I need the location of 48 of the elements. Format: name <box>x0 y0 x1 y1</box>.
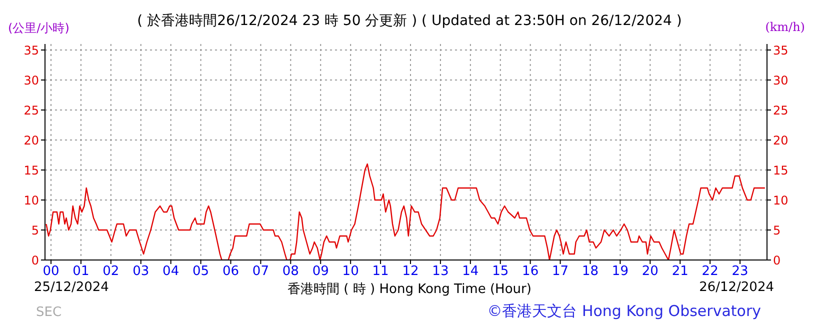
x-axis-title: 香港時間 ( 時 ) Hong Kong Time (Hour) <box>288 282 532 297</box>
text: ©香港天文台 Hong Kong Observatory <box>487 302 761 321</box>
x-tick-label: 21 <box>672 264 688 280</box>
x-tick-label: 13 <box>432 264 449 280</box>
chart-title: ( 於香港時間26/12/2024 23 時 50 分更新 ) ( Updated at 23:50H on 26/12/2024 ) <box>137 13 682 29</box>
x-tick-label: 11 <box>372 264 389 280</box>
x-tick-label: 00 <box>42 264 60 280</box>
x-tick-label: 06 <box>222 264 240 280</box>
y2-tick-label: 0 <box>773 253 781 268</box>
x-tick-label: 09 <box>312 264 329 280</box>
x-tick-label: 22 <box>702 264 718 280</box>
y-tick-label: 0 <box>31 253 39 268</box>
x-tick-label: 17 <box>552 264 569 280</box>
text: 25/12/2024 <box>34 280 109 295</box>
y2-tick-label: 5 <box>773 223 781 238</box>
y2-tick-label: 10 <box>773 193 788 208</box>
y2-tick-label: 15 <box>773 163 788 178</box>
x-tick-label: 15 <box>492 264 509 280</box>
y-tick-label: 30 <box>24 73 39 88</box>
y-tick-label: 35 <box>24 43 39 58</box>
x-tick-label: 19 <box>612 264 628 280</box>
x-tick-label: 12 <box>402 264 419 280</box>
text: 26/12/2024 <box>699 280 774 295</box>
y2-tick-label: 20 <box>773 133 788 148</box>
x-tick-label: 03 <box>132 264 150 280</box>
y2-tick-label: 25 <box>773 103 788 118</box>
x-tick-label: 16 <box>522 264 539 280</box>
x-tick-label: 04 <box>162 264 180 280</box>
x-tick-label: 20 <box>642 264 658 280</box>
x-tick-label: 08 <box>282 264 299 280</box>
y2-axis-title: (km/h) <box>765 20 805 34</box>
y-tick-label: 20 <box>24 133 39 148</box>
x-tick-label: 02 <box>102 264 120 280</box>
y2-tick-label: 35 <box>773 43 788 58</box>
x-tick-label: 10 <box>342 264 359 280</box>
y-tick-label: 10 <box>24 193 39 208</box>
y-tick-label: 5 <box>31 223 39 238</box>
x-tick-label: 18 <box>582 264 599 280</box>
y-tick-label: 25 <box>24 103 39 118</box>
y-tick-label: 15 <box>24 163 39 178</box>
y-axis-title: (公里/小時) <box>8 20 70 37</box>
x-tick-label: 07 <box>252 264 269 280</box>
x-tick-label: 05 <box>192 264 210 280</box>
text: SEC <box>36 305 62 320</box>
x-tick-label: 23 <box>732 264 748 280</box>
x-tick-label: 01 <box>72 264 90 280</box>
x-tick-label: 14 <box>462 264 479 280</box>
y2-tick-label: 30 <box>773 73 788 88</box>
